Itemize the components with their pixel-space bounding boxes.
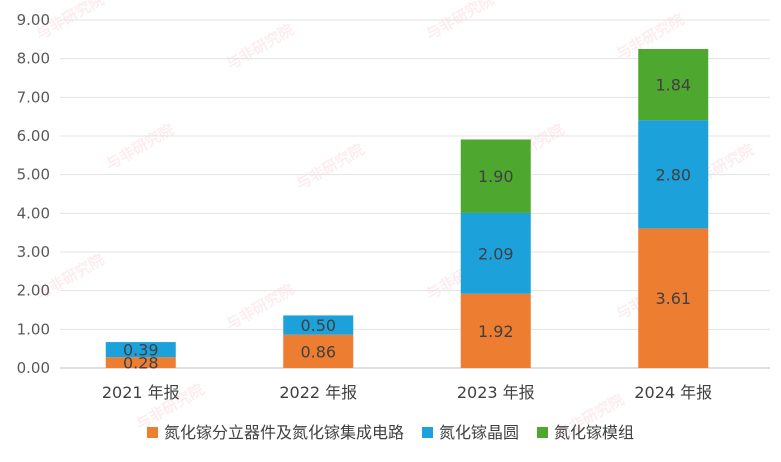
x-tick-label: 2023 年报 <box>457 383 535 402</box>
bar-segment <box>460 212 531 294</box>
bar-segment <box>105 357 176 368</box>
y-tick-label: 5.00 <box>17 166 50 184</box>
legend-label: 氮化镓晶圆 <box>439 423 519 442</box>
y-tick-label: 4.00 <box>17 204 50 222</box>
watermark-text: 与非研究院 <box>223 20 297 73</box>
bar-segment <box>105 342 176 358</box>
data-label: 0.86 <box>300 342 336 361</box>
bar-segment <box>460 139 531 213</box>
y-tick-label: 8.00 <box>17 50 50 68</box>
legend: 氮化镓分立器件及氮化镓集成电路 氮化镓晶圆 氮化镓模组 <box>147 423 634 442</box>
y-tick-label: 0.00 <box>17 359 50 377</box>
data-label: 1.90 <box>478 167 514 186</box>
legend-swatch <box>147 427 158 438</box>
x-tick-label: 2024 年报 <box>634 383 712 402</box>
data-label: 2.09 <box>478 244 514 263</box>
watermark-text: 与非研究院 <box>293 140 367 193</box>
data-label: 1.84 <box>655 76 691 95</box>
legend-label: 氮化镓模组 <box>554 423 634 442</box>
data-label: 0.50 <box>300 316 336 335</box>
data-label: 1.92 <box>478 322 514 341</box>
bars: 0.280.39 0.86 0.50 1.92 2.09 1.90 3.61 2.80 1.84 <box>105 49 709 373</box>
bar-segment <box>638 49 709 121</box>
legend-swatch <box>537 427 548 438</box>
bar-segment <box>283 334 354 368</box>
data-label: 2.80 <box>655 165 691 184</box>
bar-segment <box>460 293 531 368</box>
x-axis-ticks: 2021 年报 2022 年报 2023 年报 2024 年报 <box>102 383 712 402</box>
bar-segment <box>283 315 354 335</box>
y-tick-label: 3.00 <box>17 243 50 261</box>
data-label: 3.61 <box>655 289 691 308</box>
y-tick-label: 1.00 <box>17 320 50 338</box>
y-tick-label: 6.00 <box>17 127 50 145</box>
data-label: 0.28 <box>123 354 159 373</box>
watermark-text: 与非研究院 <box>103 120 177 173</box>
legend-label: 氮化镓分立器件及氮化镓集成电路 <box>164 423 404 442</box>
x-tick-label: 2021 年报 <box>102 383 180 402</box>
data-label: 0.39 <box>123 341 159 360</box>
y-tick-label: 7.00 <box>17 88 50 106</box>
bar-segment <box>638 228 709 368</box>
x-tick-label: 2022 年报 <box>279 383 357 402</box>
y-tick-label: 9.00 <box>17 11 50 29</box>
watermark-text: 与非研究院 <box>423 0 497 43</box>
y-tick-label: 2.00 <box>17 282 50 300</box>
legend-swatch <box>422 427 433 438</box>
bar-segment <box>638 120 709 229</box>
y-axis-ticks: 0.00 1.00 2.00 3.00 4.00 5.00 6.00 7.00 8.00 9.00 <box>17 11 50 377</box>
